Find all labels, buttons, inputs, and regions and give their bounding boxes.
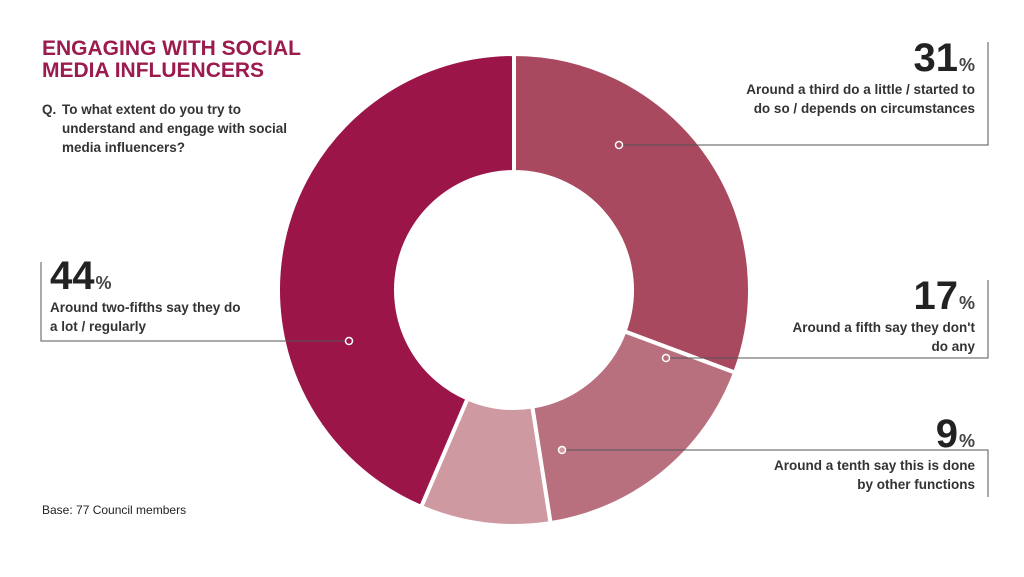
callout-slice-44: 44% Around two-fifths say they do a lot … bbox=[50, 256, 250, 336]
survey-question: Q. To what extent do you try to understa… bbox=[42, 100, 302, 157]
description-17: Around a fifth say they don't do any bbox=[792, 320, 975, 354]
question-prefix: Q. bbox=[42, 102, 57, 117]
donut-slice-44 bbox=[276, 51, 516, 510]
leader-line-9 bbox=[562, 449, 989, 497]
base-note: Base: 77 Council members bbox=[42, 503, 187, 517]
value-label-9: 9 bbox=[935, 412, 958, 456]
chart-title: ENGAGING WITH SOCIAL MEDIA INFLUENCERS bbox=[42, 37, 301, 82]
callout-slice-31: 31% Around a third do a little / started… bbox=[735, 38, 975, 118]
description-9: Around a tenth say this is done by other… bbox=[773, 458, 975, 492]
leader-dot-9 bbox=[557, 445, 567, 455]
leader-line-31 bbox=[619, 42, 989, 146]
callout-slice-9: 9% Around a tenth say this is done by ot… bbox=[755, 414, 975, 494]
percent-sign: % bbox=[958, 55, 975, 75]
leader-dot-17 bbox=[661, 353, 671, 363]
leader-line-17 bbox=[666, 280, 989, 359]
percent-sign: % bbox=[958, 293, 975, 313]
percent-sign: % bbox=[95, 273, 112, 293]
value-label-44: 44 bbox=[50, 254, 95, 298]
donut-slice-31 bbox=[512, 51, 752, 376]
callout-slice-17: 17% Around a fifth say they don't do any bbox=[775, 276, 975, 356]
percent-sign: % bbox=[958, 431, 975, 451]
leader-dot-31 bbox=[614, 140, 624, 150]
value-label-31: 31 bbox=[913, 36, 958, 80]
description-44: Around two-fifths say they do a lot / re… bbox=[50, 300, 241, 334]
description-31: Around a third do a little / started to … bbox=[746, 82, 975, 116]
leader-line-44 bbox=[40, 262, 349, 342]
value-label-17: 17 bbox=[913, 274, 958, 318]
donut-slice-17 bbox=[529, 328, 738, 526]
question-text: To what extent do you try to understand … bbox=[62, 102, 288, 155]
leader-dot-44 bbox=[344, 336, 354, 346]
